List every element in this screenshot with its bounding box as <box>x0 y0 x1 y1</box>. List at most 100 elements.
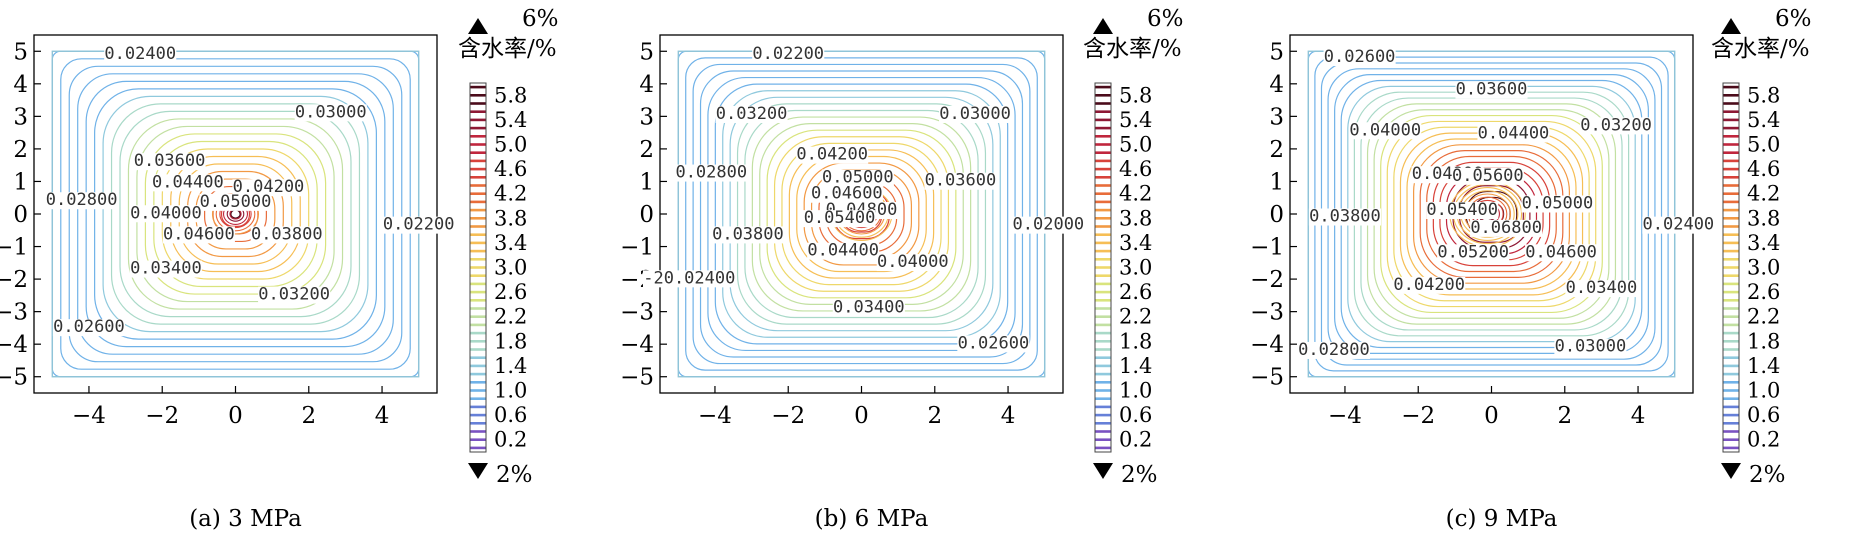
contour-label: 0.04600 <box>1525 242 1597 262</box>
contour-label: 0.04400 <box>807 241 879 261</box>
y-tick-label: 1 <box>1269 169 1284 195</box>
contour-label: 0.02200 <box>383 215 455 235</box>
contour-label: 0.02800 <box>1298 340 1370 360</box>
contour-label-bg <box>129 205 202 223</box>
contour-label: 0.02400 <box>104 44 176 64</box>
contour-line <box>119 110 352 318</box>
contour-label-bg <box>1297 341 1371 359</box>
colorbar-tick-label: 1.4 <box>1119 354 1152 378</box>
contour-label-bg <box>1470 219 1543 237</box>
colorbar-max-label: 6% <box>1775 6 1812 32</box>
contour-label-bg <box>129 260 202 278</box>
colorbar-max-label: 6% <box>522 6 559 32</box>
contour-label: 0.04600 <box>811 184 883 204</box>
contour-label-bg <box>1525 244 1598 262</box>
contour-label-bg <box>1521 195 1594 213</box>
contour-label-bg <box>810 185 883 203</box>
colorbar-tick-label: 5.8 <box>1119 83 1152 107</box>
colorbar-min-arrow-icon <box>1093 463 1113 479</box>
colorbar-tick-label: 0.2 <box>1119 428 1152 452</box>
y-tick-label: 0 <box>1269 202 1284 228</box>
contour-label: 0.04000 <box>1349 120 1421 140</box>
contour-label-bg <box>1393 276 1466 294</box>
colorbar-frame <box>1722 82 1740 453</box>
colorbar-tick-label: 5.4 <box>494 108 527 132</box>
colorbar-tick-label: 2.2 <box>494 305 527 329</box>
contour-line <box>714 83 1009 345</box>
x-tick-label: 0 <box>854 403 869 429</box>
colorbar: 5.85.45.04.64.23.83.43.02.62.21.81.41.00… <box>1094 82 1152 453</box>
colorbar-tick-label: 1.4 <box>1747 354 1780 378</box>
contour-line <box>77 73 394 355</box>
x-tick-label: 4 <box>375 403 390 429</box>
contour-label: 0.02600 <box>53 317 125 337</box>
contour-label: 0.05000 <box>200 192 272 212</box>
y-tick-label: 4 <box>639 72 654 98</box>
contour-label: 0.04000 <box>877 252 949 272</box>
contour-line <box>744 109 979 319</box>
colorbar-tick-label: 3.4 <box>1747 231 1780 255</box>
colorbar-tick-label: 4.2 <box>1747 182 1780 206</box>
contour-label: 0.03600 <box>134 151 206 171</box>
y-tick-label: −3 <box>1250 300 1284 326</box>
panel-caption: (b) 6 MPa <box>815 506 929 532</box>
contour-label-bg <box>1012 216 1085 234</box>
contour-label-bg <box>232 179 305 197</box>
contour-label: 0.05000 <box>1522 193 1594 213</box>
colorbar-min-label: 2% <box>1121 462 1158 488</box>
colorbar: 5.85.45.04.64.23.83.43.02.62.21.81.41.00… <box>469 82 527 453</box>
colorbar-tick-label: 2.2 <box>1747 305 1780 329</box>
y-tick-label: 4 <box>1269 72 1284 98</box>
contour-label-bg <box>151 174 224 192</box>
contour-label: 0.05400 <box>804 208 876 228</box>
colorbar-max-arrow-icon <box>1093 18 1113 34</box>
contour-label: 0.05400 <box>1426 200 1498 220</box>
colorbar-tick-label: 0.2 <box>1747 428 1780 452</box>
contour-label-bg <box>796 146 869 164</box>
contour-label-bg <box>104 45 177 63</box>
contour-label-bg <box>876 254 949 272</box>
contour-label: 0.02200 <box>752 44 824 64</box>
contour-label-bg <box>711 226 784 244</box>
contour-label: 0.02800 <box>675 163 747 183</box>
colorbar-max-arrow-icon <box>1721 18 1741 34</box>
y-tick-label: −4 <box>1250 332 1284 358</box>
contour-label: 0.04600 <box>163 224 235 244</box>
y-tick-label: 5 <box>1269 39 1284 65</box>
contour-lines <box>677 50 1046 378</box>
contour-label: 0.03800 <box>712 224 784 244</box>
panel-caption: (c) 9 MPa <box>1446 506 1558 532</box>
colorbar-tick-label: 0.2 <box>494 428 527 452</box>
colorbar-tick-label: 3.4 <box>1119 231 1152 255</box>
contour-label: 0.02000 <box>1013 215 1085 235</box>
colorbar-tick-label: 4.6 <box>494 157 527 181</box>
y-tick-label: 0 <box>639 202 654 228</box>
contour-label-bg <box>199 193 272 211</box>
contour-label-bg <box>1349 122 1422 140</box>
y-tick-label: −4 <box>0 332 28 358</box>
contour-label: 0.03600 <box>925 171 997 191</box>
contour-label-bg <box>1565 280 1638 298</box>
boundary-contour <box>51 50 420 378</box>
colorbar-title: 含水率/% <box>1711 36 1810 62</box>
y-tick-label: −1 <box>620 235 654 261</box>
x-tick-label: −4 <box>72 403 106 429</box>
colorbar-tick-label: 0.6 <box>494 403 527 427</box>
contour-label-bg <box>258 286 331 304</box>
contour-label: 0.03200 <box>258 285 330 305</box>
colorbar-frame <box>469 82 487 453</box>
contour-label: 0.05600 <box>1452 166 1524 186</box>
contour-label: 0.03400 <box>833 298 905 318</box>
x-tick-label: 0 <box>1484 403 1499 429</box>
colorbar-tick-label: 2.2 <box>1119 305 1152 329</box>
colorbar-tick-label: 2.6 <box>494 280 527 304</box>
contour-label: -20.02400 <box>643 268 735 288</box>
y-tick-label: 4 <box>13 72 28 98</box>
colorbar-tick-label: 1.8 <box>494 329 527 353</box>
y-tick-label: 5 <box>639 39 654 65</box>
contour-label: 0.04400 <box>1478 124 1550 144</box>
y-tick-label: −5 <box>0 365 28 391</box>
colorbar-tick-label: 0.6 <box>1119 403 1152 427</box>
colorbar: 5.85.45.04.64.23.83.43.02.62.21.81.41.00… <box>1722 82 1780 453</box>
contour-line <box>1419 150 1564 278</box>
